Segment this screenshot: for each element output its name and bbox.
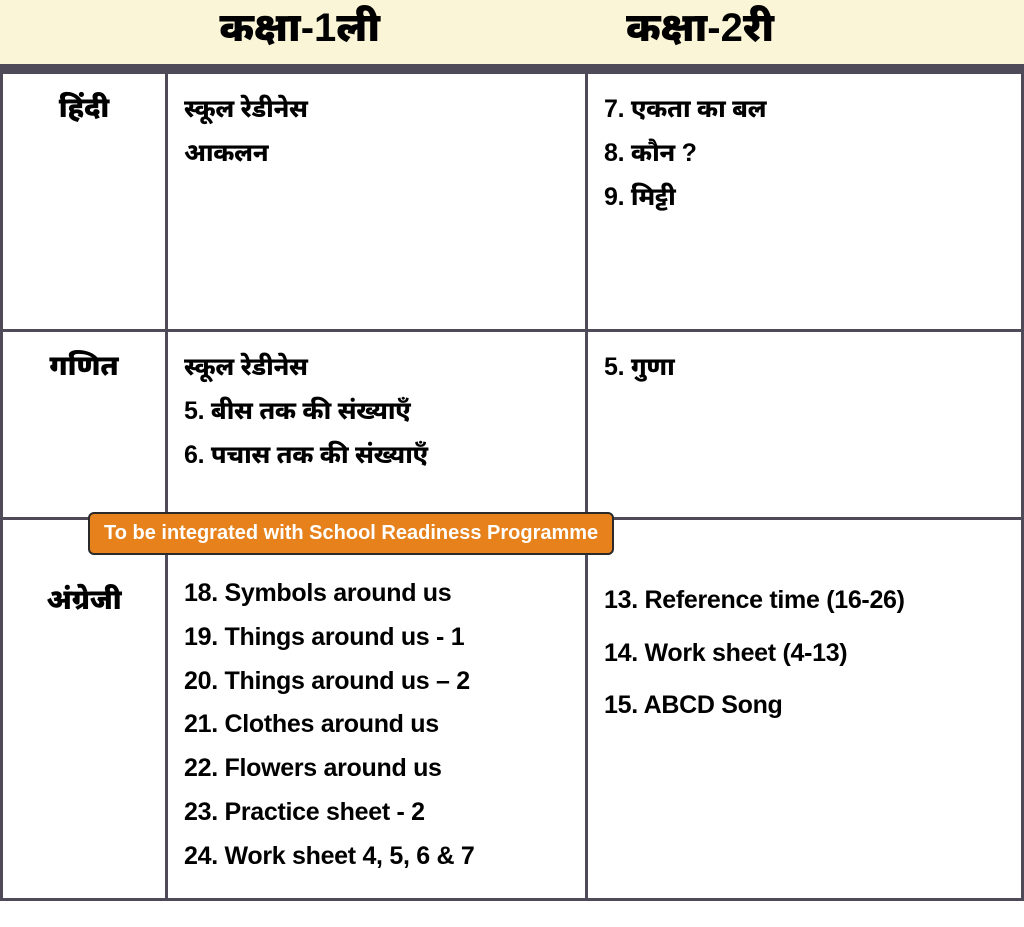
cell-hindi-class2: 7. एकता का बल 8. कौन ? 9. मिट्टी (587, 73, 1023, 331)
list-item: 15. ABCD Song (604, 679, 1005, 732)
header-band: कक्षा-1ली कक्षा-2री (0, 0, 1024, 64)
list-item: स्कूल रेडीनेस (184, 88, 569, 132)
list-item: स्कूल रेडीनेस (184, 346, 569, 390)
table-row-english: अंग्रेजी To be integrated with School Re… (2, 519, 1023, 900)
cell-english-class1: To be integrated with School Readiness P… (167, 519, 587, 900)
cell-hindi-class1: स्कूल रेडीनेस आकलन (167, 73, 587, 331)
list-item: 7. एकता का बल (604, 88, 1005, 132)
list-item: 24. Work sheet 4, 5, 6 & 7 (184, 835, 569, 879)
table-row-math: गणित स्कूल रेडीनेस 5. बीस तक की संख्याएँ… (2, 331, 1023, 519)
subject-label-hindi: हिंदी (2, 73, 167, 331)
readiness-badge: To be integrated with School Readiness P… (88, 512, 614, 555)
list-item: 6. पचास तक की संख्याएँ (184, 434, 569, 478)
subject-label-english: अंग्रेजी (2, 519, 167, 900)
list-item: 20. Things around us – 2 (184, 660, 569, 704)
list-item: आकलन (184, 132, 569, 176)
list-item: 22. Flowers around us (184, 747, 569, 791)
list-item: 8. कौन ? (604, 132, 1005, 176)
list-item: 13. Reference time (16-26) (604, 574, 1005, 627)
list-item: 5. गुणा (604, 346, 1005, 390)
list-item: 23. Practice sheet - 2 (184, 791, 569, 835)
header-class-1: कक्षा-1ली (0, 6, 410, 58)
subject-label-math: गणित (2, 331, 167, 519)
list-item: 21. Clothes around us (184, 703, 569, 747)
list-item: 5. बीस तक की संख्याएँ (184, 390, 569, 434)
list-item: 19. Things around us - 1 (184, 616, 569, 660)
cell-math-class1: स्कूल रेडीनेस 5. बीस तक की संख्याएँ 6. प… (167, 331, 587, 519)
header-separator (0, 64, 1024, 71)
header-class-2: कक्षा-2री (410, 6, 810, 58)
list-item: 9. मिट्टी (604, 176, 1005, 220)
syllabus-table: हिंदी स्कूल रेडीनेस आकलन 7. एकता का बल 8… (0, 71, 1024, 901)
list-item: 18. Symbols around us (184, 572, 569, 616)
list-item: 14. Work sheet (4-13) (604, 627, 1005, 680)
cell-english-class2: 13. Reference time (16-26) 14. Work shee… (587, 519, 1023, 900)
table-row-hindi: हिंदी स्कूल रेडीनेस आकलन 7. एकता का बल 8… (2, 73, 1023, 331)
cell-math-class2: 5. गुणा (587, 331, 1023, 519)
